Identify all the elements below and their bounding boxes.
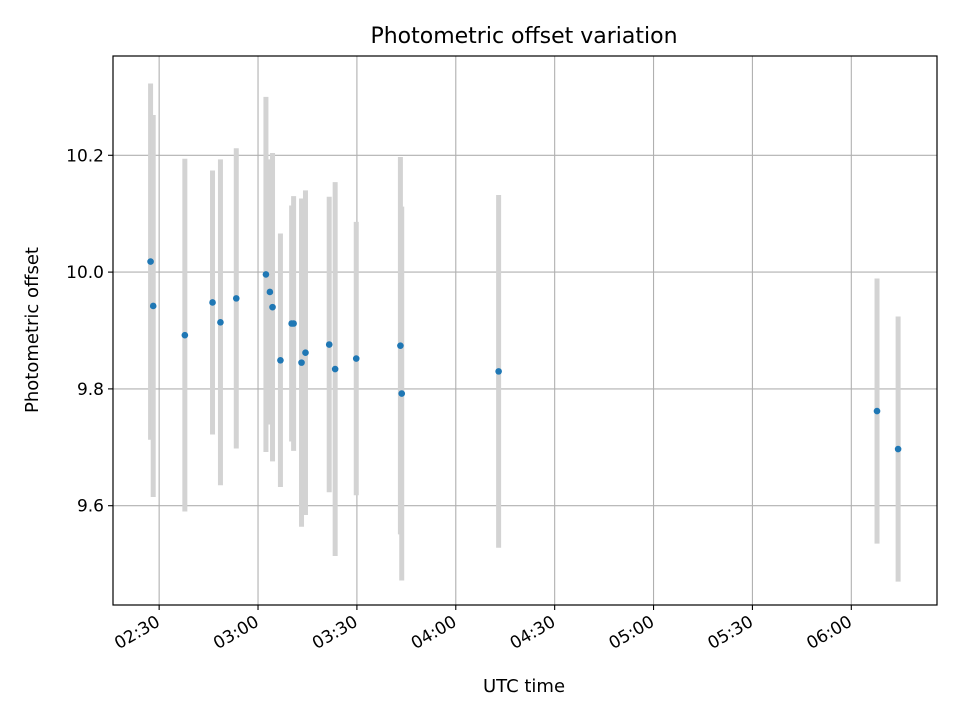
data-points <box>147 258 902 453</box>
data-point <box>269 303 276 311</box>
y-tick-label: 10.2 <box>66 146 104 166</box>
y-tick-label: 9.6 <box>77 497 104 517</box>
data-point <box>217 319 224 326</box>
data-point <box>397 342 404 349</box>
data-point <box>290 320 297 327</box>
grid-lines <box>113 56 937 605</box>
data-point <box>298 359 305 366</box>
data-point <box>266 288 274 296</box>
data-point <box>302 349 309 356</box>
chart-title: Photometric offset variation <box>370 24 677 49</box>
data-point <box>398 390 406 397</box>
y-axis-label: Photometric offset <box>22 247 43 413</box>
data-point <box>495 368 502 375</box>
data-point <box>181 331 189 339</box>
data-point <box>277 356 284 364</box>
data-point <box>149 302 157 310</box>
plot-frame <box>112 55 938 606</box>
data-point <box>331 365 339 373</box>
y-axis-ticks: 9.6 9.8 10.0 10.2 <box>66 146 113 517</box>
data-point <box>352 355 360 362</box>
data-point <box>147 258 154 265</box>
x-axis-label: UTC time <box>483 676 565 697</box>
data-point <box>209 299 216 306</box>
data-point <box>873 407 881 415</box>
data-point <box>325 341 333 348</box>
y-tick-label: 9.8 <box>77 380 104 400</box>
data-point <box>894 445 902 453</box>
data-point <box>262 271 270 278</box>
data-point <box>232 295 240 302</box>
y-tick-label: 10.0 <box>66 263 104 283</box>
